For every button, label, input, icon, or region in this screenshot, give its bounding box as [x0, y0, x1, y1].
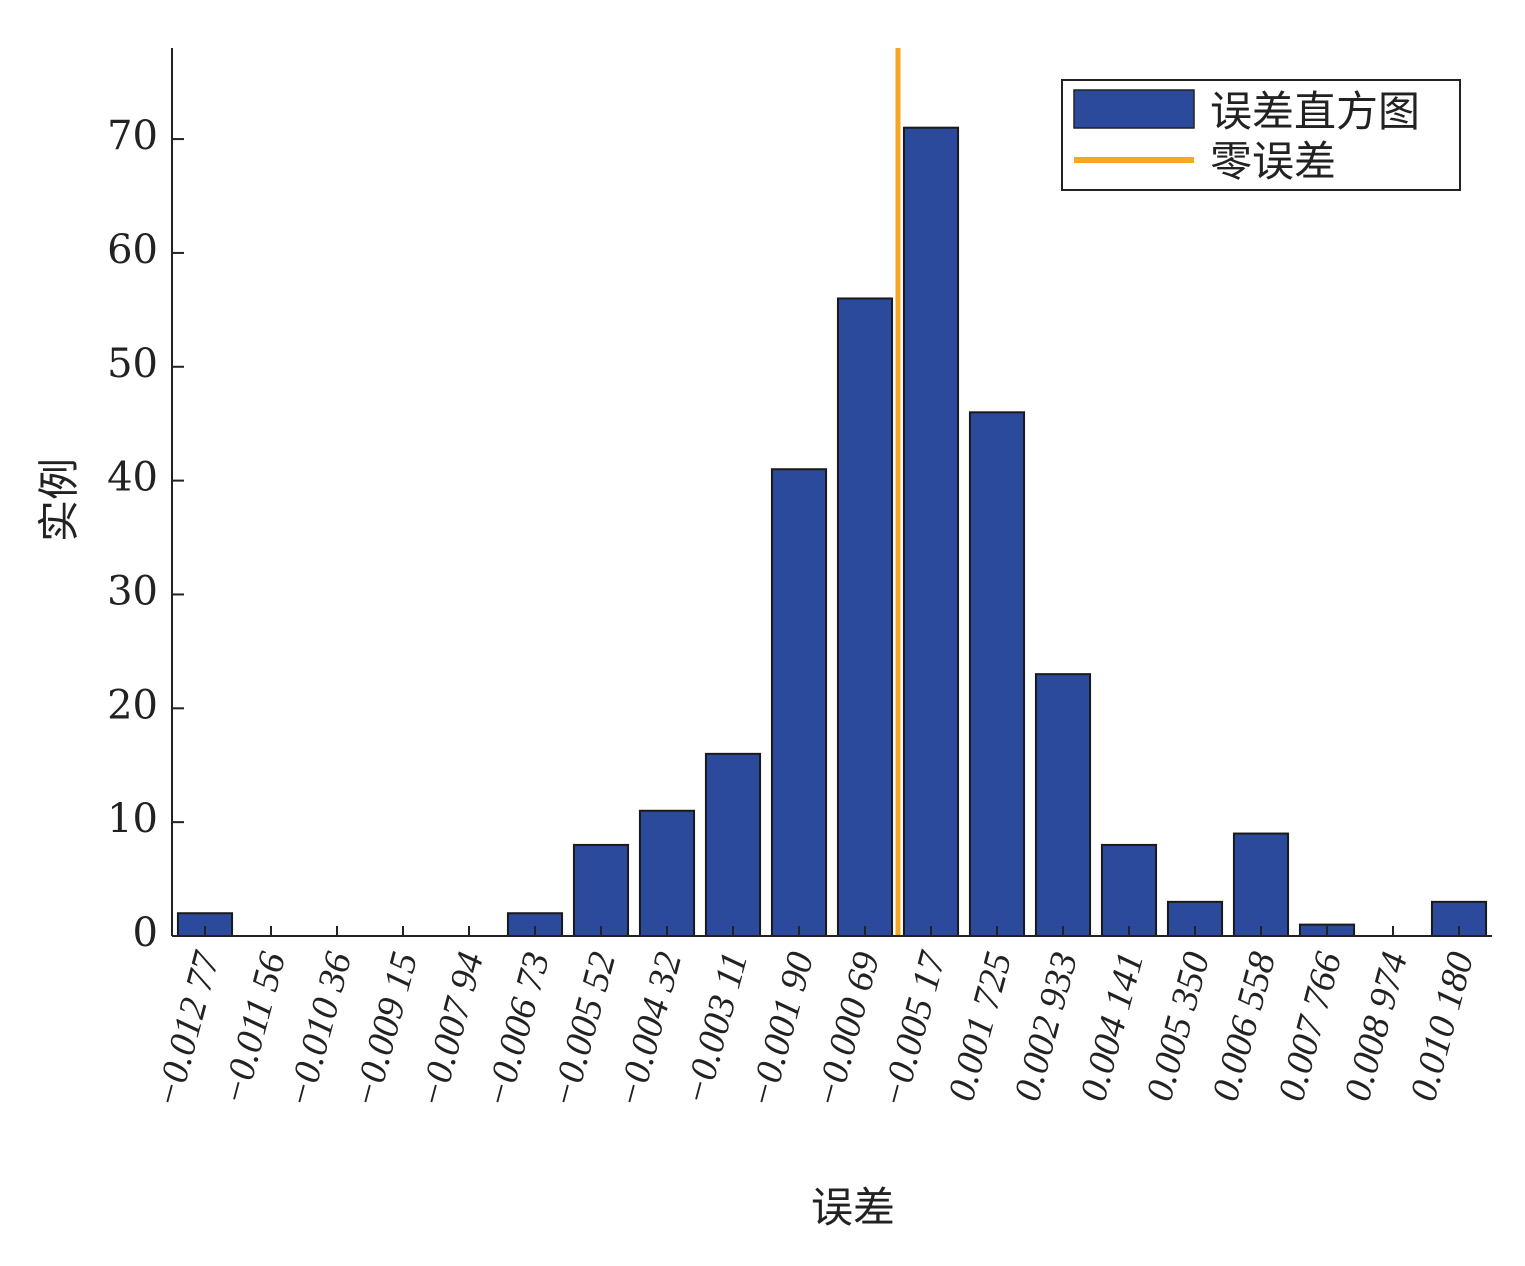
y-tick-label: 0 [133, 910, 158, 956]
axes-group [171, 48, 1492, 937]
bar [836, 297, 894, 937]
x-axis-label: 误差 [811, 1183, 895, 1232]
legend-label-histogram: 误差直方图 [1210, 87, 1420, 136]
legend-label-zero-error: 零误差 [1210, 137, 1336, 186]
x-tick-label: 0.008 974 [1336, 948, 1416, 1106]
bar [968, 411, 1026, 937]
y-tick-label: 70 [107, 113, 158, 159]
y-tick-label: 60 [107, 227, 158, 273]
x-tick-label: 0.002 933 [1006, 948, 1086, 1106]
bar [704, 752, 762, 937]
x-tick-label: 0.005 350 [1138, 948, 1218, 1106]
bar [1100, 843, 1158, 938]
bar [770, 468, 828, 937]
x-tick-label: 0.004 141 [1072, 948, 1152, 1106]
y-ticks-group: 0 10 20 30 40 50 60 70 [107, 113, 184, 956]
legend-swatch-histogram [1073, 89, 1195, 129]
x-tick-label: 0.007 766 [1270, 948, 1350, 1106]
bars-group [176, 126, 1488, 938]
bar [1034, 673, 1092, 938]
x-ticks-group: −0.012 77−0.011 56−0.010 36−0.009 15−0.0… [146, 926, 1482, 1112]
x-tick-label: 0.006 558 [1204, 948, 1284, 1106]
bar [1232, 832, 1290, 937]
bar [572, 843, 630, 938]
bar [902, 126, 960, 937]
y-axis-label: 实例 [35, 458, 84, 542]
y-tick-label: 10 [107, 796, 158, 842]
legend: 误差直方图 零误差 [1061, 79, 1461, 191]
y-tick-label: 50 [107, 341, 158, 387]
y-tick-label: 40 [107, 455, 158, 501]
x-tick-label: 0.010 180 [1402, 948, 1482, 1106]
x-tick-label: 0.001 725 [940, 948, 1020, 1106]
bar [638, 809, 696, 937]
y-tick-label: 20 [107, 682, 158, 728]
y-tick-label: 30 [107, 568, 158, 614]
